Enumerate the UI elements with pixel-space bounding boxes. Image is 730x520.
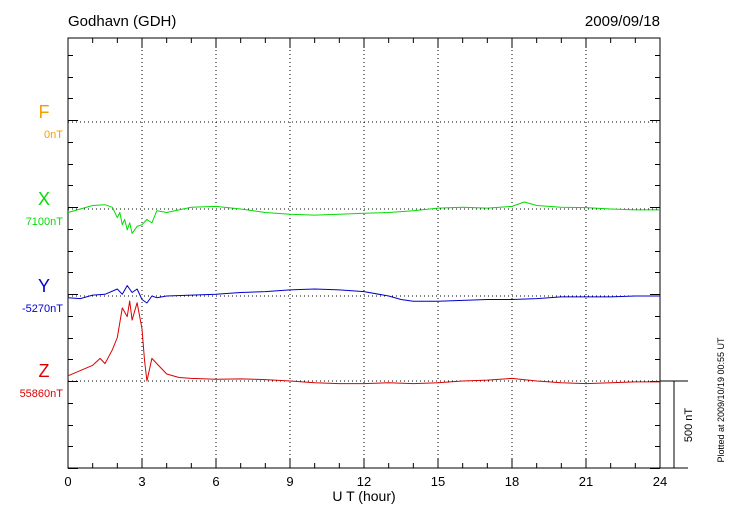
component-letter-f: F [39,102,50,122]
x-tick-label: 6 [212,474,219,489]
x-tick-label: 12 [357,474,371,489]
x-tick-label: 24 [653,474,667,489]
baseline-value-z: 55860nT [20,388,64,400]
component-labels: F 0nT X 7100nT Y -5270nT Z 55860nT [20,102,64,400]
plotted-timestamp: Plotted at 2009/10/19 00:55 UT [716,337,726,463]
component-letter-z: Z [39,361,50,381]
component-letter-x: X [38,189,50,209]
x-tick-label: 3 [138,474,145,489]
x-tick-label: 15 [431,474,445,489]
grid-lines [68,38,660,468]
x-tick-label: 9 [286,474,293,489]
trace-y [67,285,660,304]
scale-bar-label: 500 nT [683,408,695,443]
component-letter-y: Y [38,276,50,296]
scale-bar: 500 nT [660,380,695,469]
baseline-value-f: 0nT [44,129,63,141]
x-tick-label: 18 [505,474,519,489]
x-tick-labels: 0 3 6 9 12 15 18 21 24 [64,474,667,489]
axis-ticks [67,38,661,469]
station-title: Godhavn (GDH) [68,13,176,30]
trace-x [67,201,660,234]
data-traces [67,201,660,385]
x-tick-label: 21 [579,474,593,489]
date-label: 2009/09/18 [585,13,660,30]
x-tick-label: 0 [64,474,71,489]
baseline-value-x: 7100nT [26,216,64,228]
trace-z [67,300,660,385]
x-axis-label: U T (hour) [332,488,395,504]
baseline-value-y: -5270nT [22,303,63,315]
